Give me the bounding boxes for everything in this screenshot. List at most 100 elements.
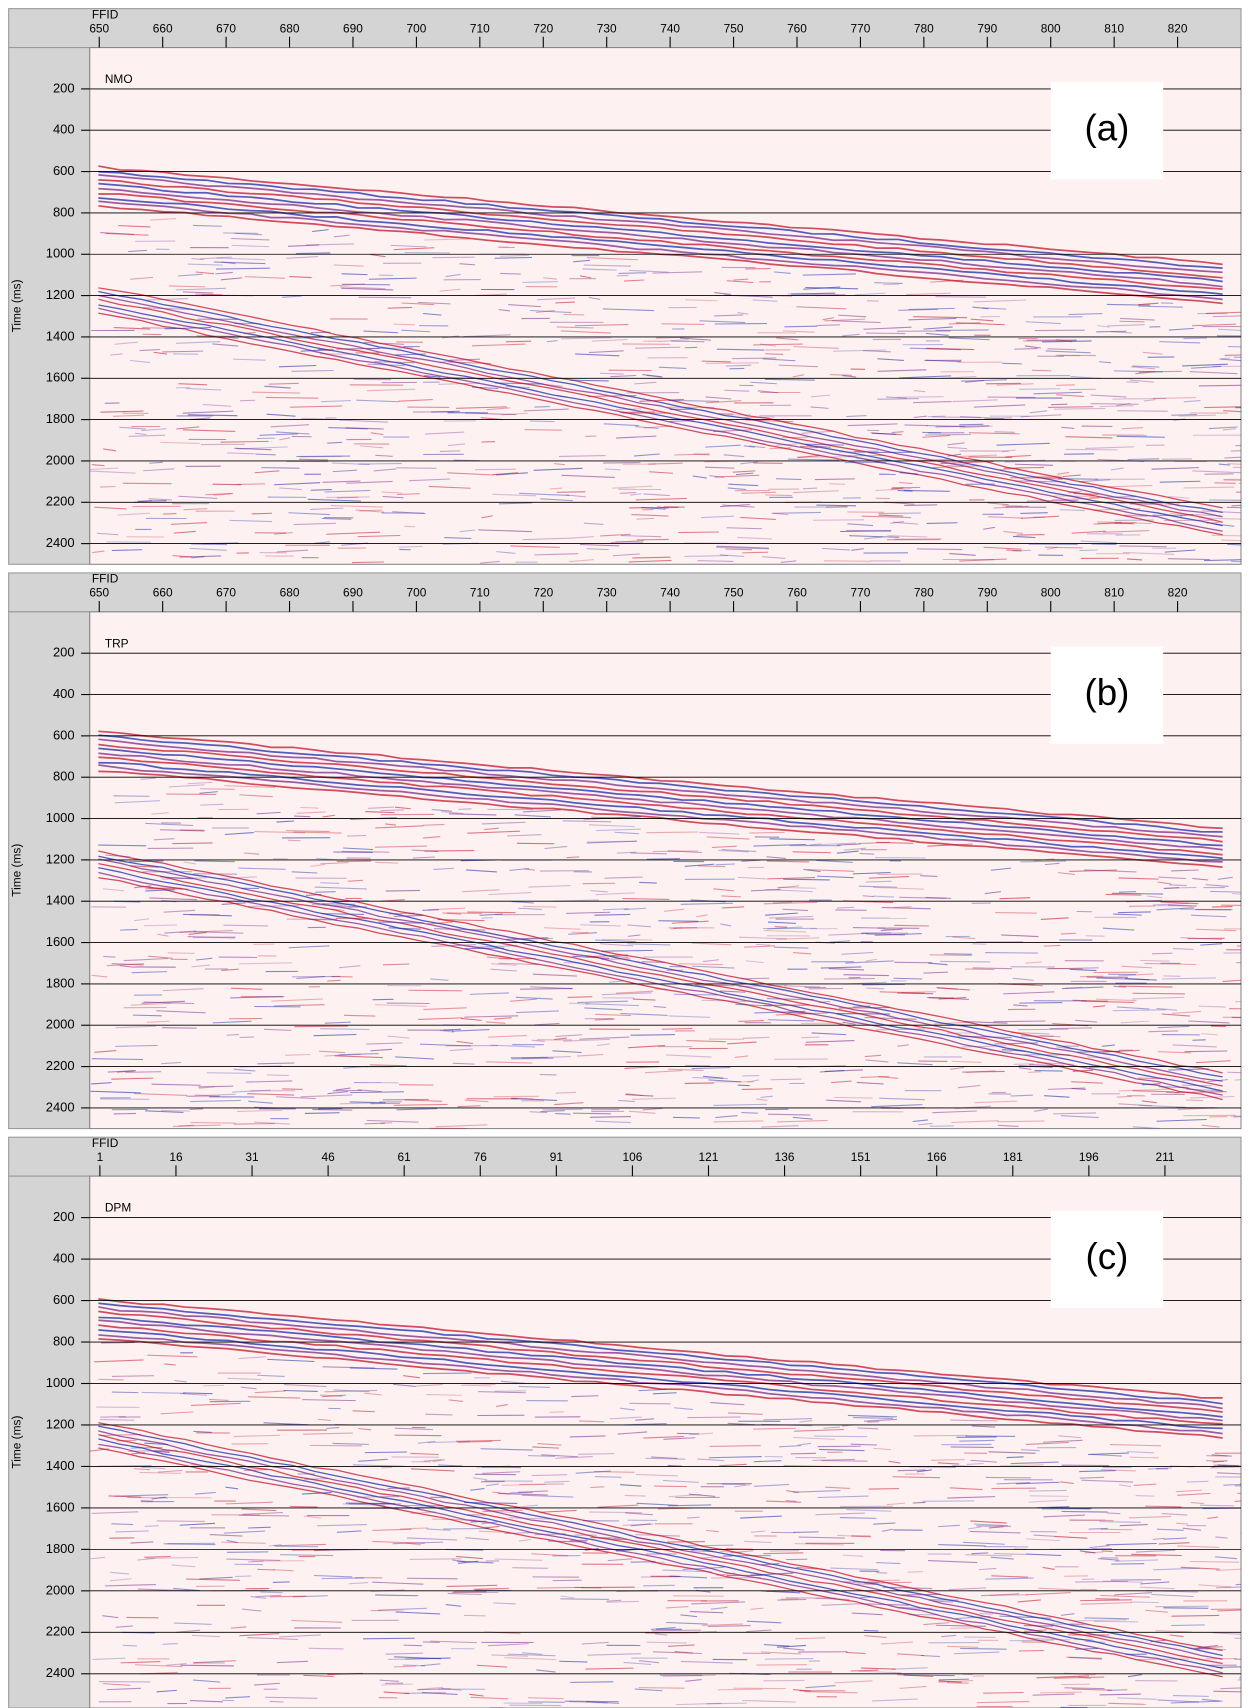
- noise-stroke: [366, 1042, 403, 1045]
- noise-stroke: [1200, 943, 1223, 946]
- noise-stroke: [430, 978, 449, 981]
- noise-stroke: [595, 939, 637, 943]
- noise-stroke: [1232, 893, 1242, 895]
- noise-stroke: [767, 1019, 815, 1022]
- noise-stroke: [464, 1099, 489, 1103]
- noise-stroke: [179, 1522, 216, 1526]
- noise-stroke: [548, 1540, 587, 1543]
- noise-stroke: [161, 877, 207, 880]
- noise-stroke: [1126, 558, 1143, 561]
- noise-stroke: [591, 338, 628, 342]
- noise-stroke: [581, 1641, 609, 1645]
- noise-stroke: [226, 1558, 281, 1561]
- noise-stroke: [385, 1652, 424, 1655]
- noise-stroke: [1217, 876, 1233, 880]
- noise-stroke: [427, 1440, 471, 1444]
- noise-stroke: [1181, 1079, 1206, 1082]
- noise-stroke: [338, 965, 361, 969]
- noise-stroke: [324, 1389, 378, 1393]
- noise-stroke: [332, 1442, 369, 1445]
- noise-stroke: [1003, 991, 1055, 995]
- noise-stroke: [983, 1691, 1024, 1694]
- noise-stroke: [999, 1464, 1044, 1467]
- noise-stroke: [1220, 358, 1242, 362]
- noise-stroke: [852, 1005, 871, 1008]
- noise-stroke: [777, 1598, 807, 1601]
- noise-stroke: [1191, 914, 1227, 918]
- noise-stroke: [221, 1541, 266, 1544]
- noise-stroke: [448, 1399, 464, 1402]
- noise-stroke: [274, 482, 321, 486]
- noise-stroke: [563, 1038, 610, 1042]
- noise-stroke: [493, 1602, 516, 1605]
- noise-stroke: [898, 1606, 933, 1610]
- noise-stroke: [706, 400, 742, 404]
- noise-stroke: [271, 998, 323, 1002]
- noise-stroke: [308, 918, 338, 921]
- y-tick-label: 200: [53, 645, 75, 660]
- noise-stroke: [163, 512, 177, 515]
- noise-stroke: [405, 1657, 451, 1660]
- noise-stroke: [1201, 1033, 1218, 1036]
- x-tick-label: 740: [660, 586, 680, 600]
- noise-stroke: [1026, 499, 1079, 502]
- noise-stroke: [512, 1567, 548, 1569]
- noise-stroke: [667, 850, 703, 854]
- noise-stroke: [359, 509, 382, 512]
- noise-stroke: [899, 472, 918, 475]
- noise-stroke: [1217, 1472, 1242, 1475]
- noise-stroke: [509, 998, 537, 1002]
- x-tick-label: 670: [216, 21, 236, 35]
- noise-stroke: [923, 971, 948, 974]
- noise-stroke: [615, 541, 644, 543]
- noise-stroke: [1018, 1028, 1069, 1031]
- reflector: [98, 866, 1223, 1092]
- noise-stroke: [1183, 337, 1207, 340]
- noise-stroke: [424, 375, 441, 378]
- noise-stroke: [925, 896, 951, 899]
- noise-stroke: [163, 1543, 216, 1546]
- x-tick-label: 820: [1168, 586, 1188, 600]
- noise-stroke: [815, 1597, 850, 1600]
- noise-stroke: [182, 410, 234, 414]
- noise-stroke: [173, 1587, 201, 1592]
- noise-stroke: [1110, 1444, 1161, 1447]
- noise-stroke: [1167, 558, 1210, 561]
- noise-stroke: [627, 924, 652, 928]
- noise-stroke: [588, 350, 624, 354]
- noise-stroke: [449, 1048, 473, 1052]
- noise-stroke: [536, 1586, 584, 1589]
- noise-stroke: [375, 825, 424, 829]
- noise-stroke: [623, 907, 647, 911]
- noise-stroke: [490, 968, 517, 972]
- y-tick-label: 1000: [46, 1375, 75, 1390]
- noise-stroke: [959, 1439, 995, 1442]
- noise-stroke: [142, 307, 191, 310]
- noise-stroke: [457, 1560, 479, 1564]
- noise-stroke: [1176, 1522, 1189, 1525]
- x-tick-label: 650: [89, 21, 109, 35]
- noise-stroke: [383, 1691, 410, 1695]
- noise-stroke: [839, 451, 865, 454]
- noise-stroke: [1102, 927, 1135, 931]
- noise-stroke: [105, 232, 149, 236]
- noise-stroke: [190, 1402, 241, 1406]
- noise-stroke: [527, 1697, 564, 1700]
- noise-stroke: [776, 1644, 807, 1648]
- noise-stroke: [363, 341, 405, 345]
- noise-stroke: [719, 1550, 742, 1554]
- y-tick-label: 1600: [46, 1499, 75, 1514]
- noise-stroke: [641, 506, 666, 510]
- noise-stroke: [1040, 917, 1069, 920]
- noise-stroke: [643, 1435, 685, 1439]
- noise-stroke: [1172, 1010, 1201, 1014]
- noise-stroke: [370, 1048, 393, 1052]
- noise-stroke: [559, 1660, 588, 1663]
- noise-stroke: [1132, 992, 1185, 995]
- noise-stroke: [858, 885, 898, 888]
- noise-stroke: [764, 1657, 814, 1660]
- noise-stroke: [238, 867, 286, 870]
- noise-stroke: [586, 1700, 620, 1704]
- noise-stroke: [847, 523, 874, 527]
- noise-stroke: [1046, 546, 1058, 550]
